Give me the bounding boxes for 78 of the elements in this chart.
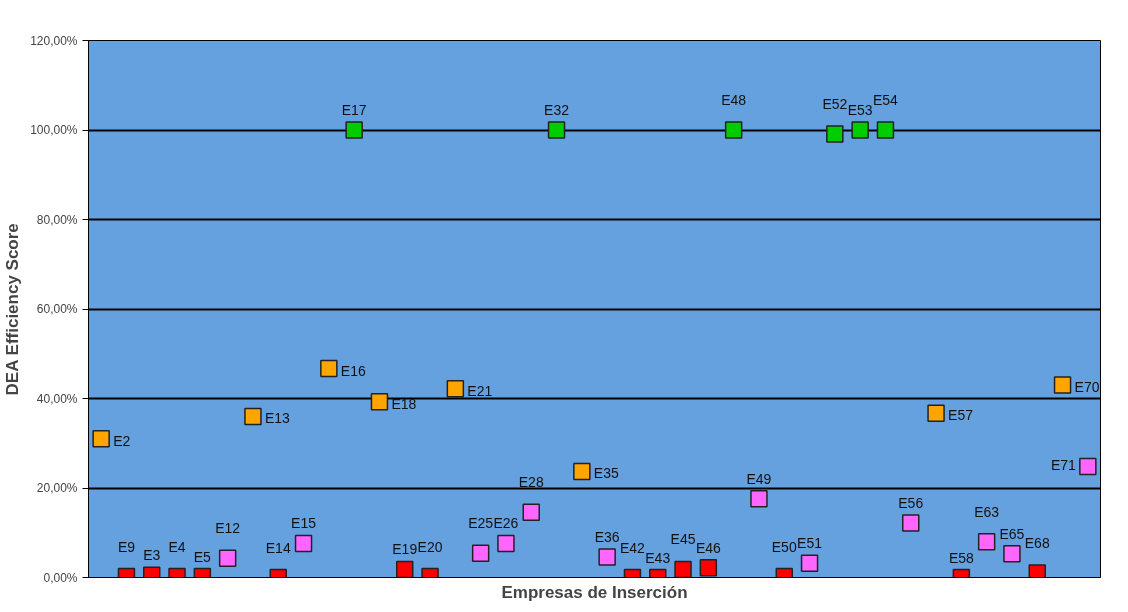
point bbox=[1003, 545, 1021, 563]
data-label: E25 bbox=[468, 515, 494, 532]
point bbox=[1079, 457, 1097, 476]
data-label: E51 bbox=[797, 535, 823, 552]
data-label: E4 bbox=[168, 538, 186, 555]
data-label: E26 bbox=[493, 515, 519, 532]
data-label: E53 bbox=[847, 102, 873, 118]
data-label: E45 bbox=[670, 531, 696, 548]
point bbox=[244, 407, 262, 426]
data-label: E52 bbox=[822, 96, 848, 113]
data-label: E14 bbox=[265, 539, 291, 556]
data-label: E63 bbox=[974, 503, 1000, 520]
point bbox=[598, 548, 616, 566]
point bbox=[320, 359, 338, 378]
point bbox=[294, 534, 313, 553]
point bbox=[977, 532, 996, 551]
data-label: E12 bbox=[215, 520, 241, 537]
point bbox=[851, 121, 869, 139]
data-label: E19 bbox=[392, 541, 418, 558]
data-label: E48 bbox=[721, 92, 747, 108]
data-label: E43 bbox=[645, 549, 671, 566]
point bbox=[750, 489, 768, 508]
y-tick-label: 40,00% bbox=[36, 391, 78, 406]
y-tick-label: 0,00% bbox=[43, 570, 78, 585]
y-tick-label: 20,00% bbox=[36, 481, 78, 495]
data-label: E58 bbox=[948, 549, 975, 566]
point bbox=[699, 558, 718, 577]
point bbox=[497, 534, 515, 553]
data-label: E57 bbox=[948, 407, 974, 424]
data-label: E49 bbox=[746, 470, 772, 487]
point bbox=[92, 430, 110, 448]
y-axis-title: DEA Efficiency Score bbox=[3, 223, 23, 396]
y-tick-label: 100,00% bbox=[30, 123, 78, 137]
point bbox=[1053, 376, 1072, 394]
data-label: E32 bbox=[544, 102, 570, 118]
data-label: E35 bbox=[593, 465, 619, 482]
point bbox=[826, 125, 844, 143]
data-label: E20 bbox=[417, 538, 443, 555]
point bbox=[876, 121, 895, 139]
data-label: E13 bbox=[264, 410, 291, 427]
data-label: E42 bbox=[619, 539, 646, 556]
point bbox=[724, 121, 743, 139]
point bbox=[902, 514, 920, 532]
point bbox=[573, 462, 591, 481]
point bbox=[446, 379, 465, 398]
point bbox=[370, 392, 389, 411]
data-label: E5 bbox=[193, 548, 212, 565]
point bbox=[471, 544, 490, 563]
x-axis-title: Empresas de Inserción bbox=[501, 582, 688, 602]
data-label: E2 bbox=[113, 432, 131, 449]
data-label: E71 bbox=[1050, 456, 1077, 473]
data-label: E21 bbox=[467, 382, 493, 399]
point bbox=[522, 503, 540, 521]
data-label: E65 bbox=[999, 525, 1025, 542]
y-tick-label: 80,00% bbox=[36, 212, 78, 227]
y-tick-label: 120,00% bbox=[30, 33, 78, 48]
data-label: E18 bbox=[391, 395, 417, 412]
data-label: E70 bbox=[1074, 379, 1100, 396]
point bbox=[927, 404, 945, 423]
point bbox=[800, 554, 819, 572]
data-label: E16 bbox=[340, 362, 366, 379]
data-label: E3 bbox=[143, 547, 161, 564]
point bbox=[547, 121, 566, 139]
point bbox=[218, 549, 237, 568]
data-label: E50 bbox=[771, 538, 797, 555]
data-label: E28 bbox=[518, 474, 544, 491]
data-label: E46 bbox=[695, 539, 722, 556]
data-label: E54 bbox=[872, 92, 899, 108]
y-tick-label: 60,00% bbox=[36, 302, 78, 316]
data-label: E36 bbox=[594, 528, 620, 545]
point bbox=[396, 560, 414, 578]
point bbox=[345, 121, 363, 139]
data-label: E17 bbox=[341, 102, 367, 118]
point bbox=[674, 560, 692, 578]
data-label: E56 bbox=[898, 494, 924, 511]
data-label: E9 bbox=[117, 538, 136, 555]
data-label: E15 bbox=[291, 515, 317, 532]
data-label: E68 bbox=[1024, 535, 1050, 552]
